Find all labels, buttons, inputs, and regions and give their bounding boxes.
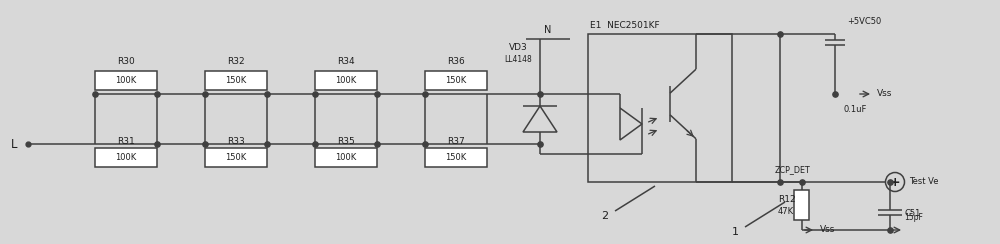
Text: R31: R31 <box>117 138 135 146</box>
Text: R34: R34 <box>337 58 355 67</box>
Text: 2: 2 <box>601 211 609 221</box>
Bar <box>794 190 809 220</box>
Text: E1  NEC2501KF: E1 NEC2501KF <box>590 20 660 30</box>
Bar <box>425 148 487 167</box>
Text: VD3: VD3 <box>509 42 527 51</box>
Text: LL4148: LL4148 <box>504 54 532 63</box>
Text: 0.1uF: 0.1uF <box>843 105 866 114</box>
Text: 100K: 100K <box>335 76 357 85</box>
Bar <box>425 71 487 90</box>
Text: R37: R37 <box>447 138 465 146</box>
Bar <box>95 148 157 167</box>
Bar <box>315 148 377 167</box>
Text: R30: R30 <box>117 58 135 67</box>
Text: 100K: 100K <box>335 153 357 162</box>
Text: 100K: 100K <box>115 76 137 85</box>
Text: R35: R35 <box>337 138 355 146</box>
Bar <box>205 71 267 90</box>
Text: R33: R33 <box>227 138 245 146</box>
Text: 15pF: 15pF <box>904 214 923 223</box>
Text: 47K: 47K <box>778 206 794 215</box>
Text: R32: R32 <box>227 58 245 67</box>
Text: 150K: 150K <box>225 153 247 162</box>
Text: C51: C51 <box>904 209 920 217</box>
Text: +: + <box>890 175 900 189</box>
Text: ZCP_DET: ZCP_DET <box>775 165 811 174</box>
Text: R36: R36 <box>447 58 465 67</box>
Bar <box>205 148 267 167</box>
Text: 1: 1 <box>732 227 738 237</box>
Bar <box>315 71 377 90</box>
Text: +5VC50: +5VC50 <box>847 18 881 27</box>
Text: Test Ve: Test Ve <box>909 177 938 186</box>
Bar <box>588 34 732 182</box>
Text: N: N <box>544 25 552 35</box>
Text: R12: R12 <box>778 194 796 203</box>
Text: 150K: 150K <box>445 76 467 85</box>
Text: 150K: 150K <box>445 153 467 162</box>
Text: Vss: Vss <box>820 225 835 234</box>
Text: Vss: Vss <box>877 90 892 99</box>
Bar <box>95 71 157 90</box>
Text: L: L <box>11 138 17 151</box>
Text: 100K: 100K <box>115 153 137 162</box>
Text: 150K: 150K <box>225 76 247 85</box>
